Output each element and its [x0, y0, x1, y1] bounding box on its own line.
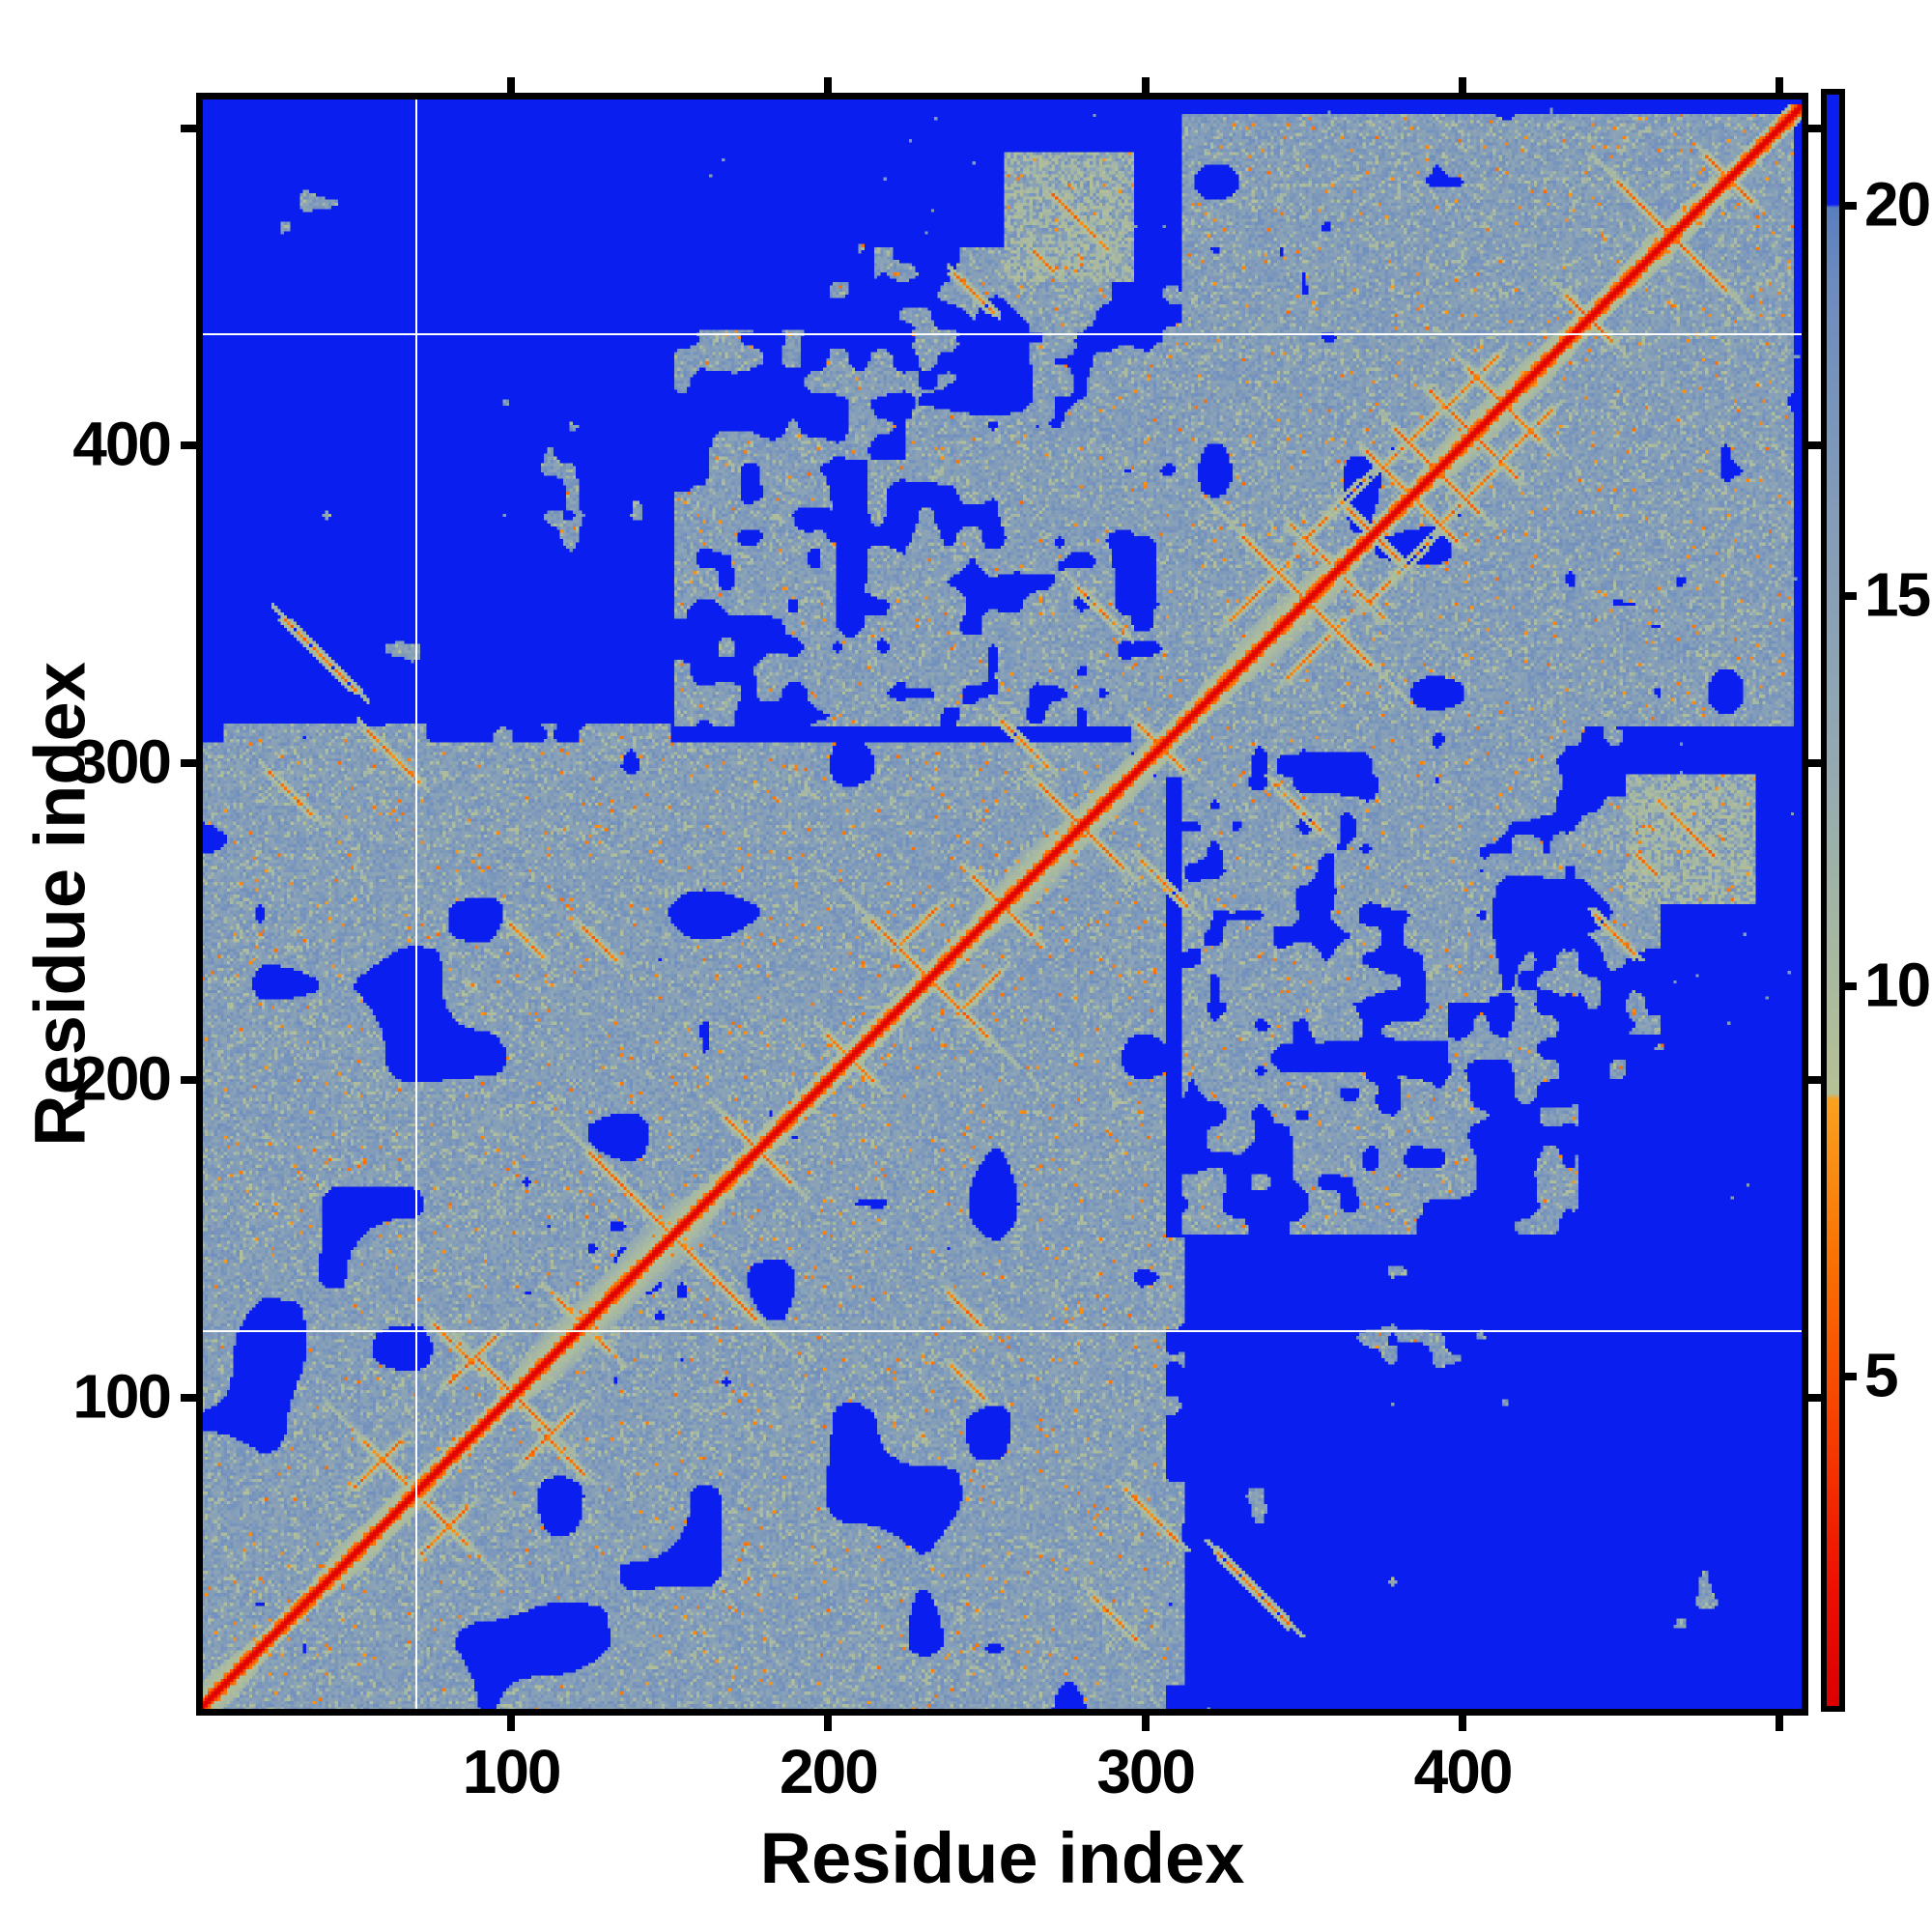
y-tick-label: 300: [72, 726, 172, 797]
x-axis-top-tick: [1459, 77, 1467, 93]
y-axis-right-tick: [1808, 758, 1824, 767]
x-axis-tick: [1141, 1716, 1150, 1731]
distance-matrix-heatmap: [203, 103, 1802, 1709]
x-axis-tick: [1459, 1716, 1467, 1731]
gridline-horizontal: [203, 1329, 1802, 1332]
x-axis-tick: [507, 1716, 516, 1731]
x-axis-title: Residue index: [759, 1818, 1245, 1898]
x-tick-label: 100: [462, 1737, 562, 1806]
y-axis-right-tick: [1808, 441, 1824, 450]
colorbar-tick: [1845, 981, 1857, 990]
y-tick-label: 100: [72, 1361, 172, 1432]
colorbar-tick: [1845, 591, 1857, 600]
x-tick-label: 400: [1413, 1737, 1514, 1806]
y-axis-tick: [181, 441, 196, 450]
x-axis-top-tick: [1776, 77, 1784, 93]
x-tick-label: 200: [780, 1737, 879, 1806]
colorbar-gradient: [1827, 95, 1839, 1706]
x-axis-top-tick: [507, 77, 516, 93]
gridline-vertical: [414, 99, 417, 1709]
y-axis-right-tick: [1808, 1076, 1824, 1085]
colorbar-tick: [1845, 1372, 1857, 1380]
gridline-horizontal: [203, 333, 1802, 336]
y-tick-label: 400: [72, 409, 172, 479]
colorbar-frame: [1821, 89, 1845, 1712]
colorbar-tick: [1845, 201, 1857, 210]
colorbar-tick-label: 5: [1864, 1340, 1899, 1410]
y-axis-right-tick: [1808, 1393, 1824, 1402]
x-axis-top-tick: [1141, 77, 1150, 93]
y-axis-tick: [181, 1393, 196, 1402]
y-tick-label: 200: [72, 1043, 172, 1114]
colorbar-tick-label: 15: [1864, 559, 1931, 630]
x-tick-label: 300: [1096, 1737, 1196, 1806]
y-axis-right-tick: [1808, 124, 1824, 132]
colorbar-tick-label: 20: [1864, 169, 1931, 240]
y-axis-tick: [181, 124, 196, 132]
y-axis-tick: [181, 758, 196, 767]
colorbar-tick-label: 10: [1864, 950, 1931, 1020]
x-axis-tick: [1776, 1716, 1784, 1731]
plot-area: [203, 99, 1802, 1709]
y-axis-tick: [181, 1076, 196, 1085]
x-axis-tick: [824, 1716, 833, 1731]
x-axis-top-tick: [824, 77, 833, 93]
